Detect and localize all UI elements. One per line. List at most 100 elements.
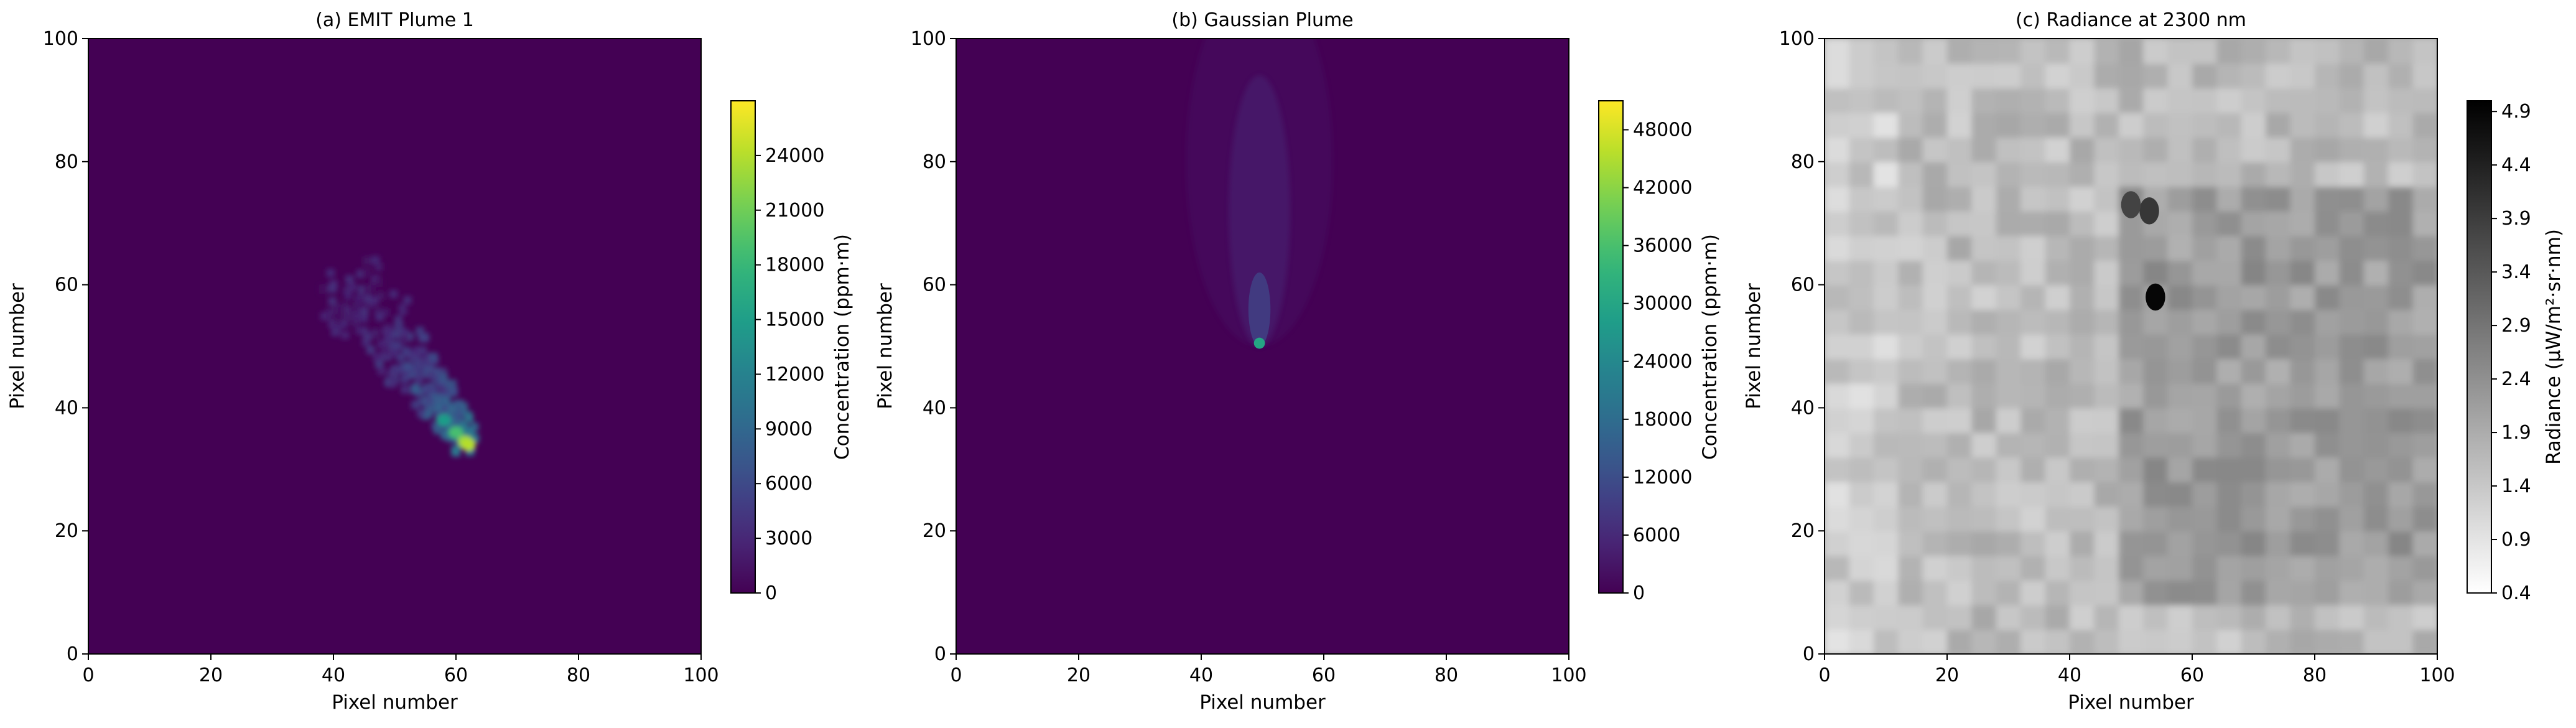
y-tick-label: 80 [1791, 151, 1815, 173]
radiance-cell [1996, 309, 2022, 335]
radiance-cell [1947, 309, 1973, 335]
radiance-cell [2045, 629, 2070, 654]
radiance-cell [2118, 137, 2144, 162]
radiance-cell [2388, 284, 2414, 310]
plume-pixel [351, 303, 360, 312]
radiance-cell [2045, 88, 2070, 113]
radiance-cell [2388, 309, 2414, 335]
gaussian-plume [1186, 39, 1333, 349]
plume-pixel [388, 379, 397, 388]
plume-pixel [326, 268, 335, 278]
plume-pixel [326, 308, 335, 317]
chart-title: (c) Radiance at 2300 nm [2016, 9, 2246, 31]
radiance-cell [2216, 383, 2242, 409]
radiance-cell [2216, 432, 2242, 458]
radiance-cell [2192, 284, 2218, 310]
radiance-cell [1922, 432, 1948, 458]
plume-pixel [450, 446, 460, 455]
radiance-cell [2045, 506, 2070, 532]
radiance-cell [2070, 408, 2095, 433]
radiance-cell [1922, 112, 1948, 138]
radiance-cell [2266, 88, 2291, 113]
radiance-cell [2118, 408, 2144, 433]
plume-pixel [404, 361, 413, 370]
plume-pixel [447, 404, 456, 413]
radiance-cell [2070, 506, 2095, 532]
plume-pixel [374, 278, 383, 287]
radiance-cell [1971, 210, 1997, 236]
radiance-cell [2266, 260, 2291, 286]
plume-pixel [366, 345, 375, 355]
radiance-cell [1825, 260, 1850, 286]
plume-pixel [400, 335, 409, 344]
radiance-cell [2094, 408, 2119, 433]
radiance-cell [1849, 383, 1874, 409]
radiance-cell [1825, 39, 1850, 64]
radiance-cell [2216, 604, 2242, 630]
plume-inner [1248, 272, 1271, 347]
radiance-cell [2266, 39, 2291, 64]
radiance-cell [1947, 457, 1973, 483]
radiance-cell [2070, 161, 2095, 187]
radiance-cell [2315, 88, 2340, 113]
radiance-cell [1947, 506, 1973, 532]
radiance-cell [2020, 604, 2046, 630]
radiance-cell [1873, 408, 1899, 433]
radiance-cell [1922, 210, 1948, 236]
radiance-cell [2363, 457, 2389, 483]
radiance-cell [1873, 432, 1899, 458]
radiance-cell [1873, 334, 1899, 360]
radiance-cell [2167, 309, 2193, 335]
radiance-cell [1971, 457, 1997, 483]
radiance-cell [2045, 604, 2070, 630]
radiance-dark-spot [2121, 191, 2141, 218]
radiance-cell [2216, 186, 2242, 212]
radiance-cell [2020, 457, 2046, 483]
radiance-cell [2070, 358, 2095, 384]
radiance-cell [1922, 383, 1948, 409]
radiance-cell [2363, 63, 2389, 89]
radiance-cell [2290, 383, 2315, 409]
radiance-cell [2020, 432, 2046, 458]
panel-b: (b) Gaussian Plume 0 20 40 60 80 100 0 20 40 60 80 1… [868, 0, 1726, 728]
radiance-cell [2412, 161, 2437, 187]
radiance-cell [2020, 334, 2046, 360]
radiance-cell [2412, 482, 2437, 507]
radiance-cell [1922, 482, 1948, 507]
radiance-cell [2363, 358, 2389, 384]
plume-pixel [360, 307, 369, 317]
radiance-cell [2094, 88, 2119, 113]
radiance-cell [2412, 358, 2437, 384]
radiance-cell [2118, 457, 2144, 483]
radiance-cell [1898, 506, 1923, 532]
radiance-cell [2412, 629, 2437, 654]
radiance-cell [2216, 358, 2242, 384]
radiance-cell [2020, 408, 2046, 433]
radiance-cell [2290, 260, 2315, 286]
x-tick-label: 20 [1067, 665, 1090, 686]
radiance-cell [2290, 334, 2315, 360]
radiance-cell [2412, 408, 2437, 433]
radiance-cell [1947, 334, 1973, 360]
radiance-cell [1947, 580, 1973, 605]
radiance-cell [2192, 235, 2218, 261]
radiance-cell [2143, 334, 2169, 360]
plume-pixel [448, 379, 457, 388]
radiance-cell [2192, 334, 2218, 360]
radiance-cell [2388, 186, 2414, 212]
plume-pixel [399, 328, 409, 337]
radiance-cell [2045, 408, 2070, 433]
plume-hotspot [460, 438, 476, 451]
radiance-cell [2363, 531, 2389, 556]
radiance-cell [1825, 531, 1850, 556]
radiance-cell [2045, 161, 2070, 187]
radiance-cell [1996, 457, 2022, 483]
heatmap-image [88, 39, 701, 654]
x-tick-label: 80 [1434, 665, 1458, 686]
radiance-cell [2266, 531, 2291, 556]
radiance-cell [2290, 408, 2315, 433]
radiance-cell [2118, 63, 2144, 89]
radiance-cell [2266, 334, 2291, 360]
radiance-cell [2290, 39, 2315, 64]
radiance-cell [2241, 629, 2267, 654]
